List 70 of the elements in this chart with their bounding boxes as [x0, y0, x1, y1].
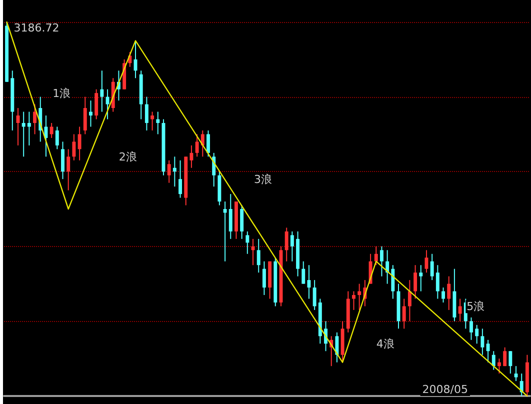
candlestick — [33, 104, 37, 135]
candlestick — [178, 160, 182, 198]
candlestick — [50, 122, 54, 138]
candlestick — [335, 332, 339, 363]
candlestick — [262, 260, 266, 296]
annotation: 2008/05 — [422, 383, 468, 396]
annotation: 5浪 — [466, 300, 485, 314]
candlestick — [475, 324, 479, 344]
candlestick — [414, 264, 418, 300]
candlestick — [212, 152, 216, 188]
candlestick — [302, 260, 306, 284]
candlestick — [195, 134, 199, 158]
candlestick — [391, 264, 395, 300]
candlestick — [27, 111, 31, 146]
candlestick — [352, 290, 356, 310]
candlestick — [150, 111, 154, 131]
candlestick — [408, 280, 412, 322]
candlestick — [200, 130, 204, 158]
candlestick — [380, 246, 384, 277]
candlestick — [190, 144, 194, 168]
annotation: 3浪 — [254, 173, 272, 186]
candlestick — [374, 246, 378, 266]
candlestick — [312, 280, 316, 310]
candlestick — [458, 298, 462, 322]
candlestick — [223, 201, 227, 262]
candlestick — [256, 238, 260, 274]
annotation: 1浪 — [52, 87, 71, 100]
candlestick — [83, 96, 87, 135]
candlestick — [503, 346, 507, 367]
candlestick — [290, 230, 294, 262]
candlestick — [55, 126, 59, 150]
candlestick — [89, 100, 92, 128]
candlestick — [307, 264, 311, 300]
candlestick — [514, 366, 518, 382]
annotation: 2浪 — [118, 150, 137, 164]
candlestick — [246, 230, 250, 254]
candlestick — [156, 111, 160, 135]
candlestick — [66, 148, 70, 191]
annotation: 4浪 — [376, 337, 394, 350]
candlestick — [78, 126, 82, 161]
candlestick — [358, 283, 362, 310]
candlestick — [100, 70, 104, 112]
candlestick — [72, 134, 76, 161]
candlestick — [486, 339, 490, 363]
candlestick — [22, 111, 26, 158]
candlestick — [419, 264, 423, 292]
candlestick — [520, 373, 524, 396]
candlestick — [442, 287, 445, 303]
candlestick — [284, 227, 288, 262]
candlestick — [144, 96, 148, 131]
candlestick — [497, 358, 501, 374]
candlestick — [228, 194, 232, 240]
candlestick — [206, 130, 210, 158]
candlestick — [447, 276, 451, 310]
candlestick — [61, 141, 64, 180]
annotation: 3186.72 — [14, 22, 60, 34]
candlestick — [94, 88, 98, 120]
candlestick — [430, 253, 434, 281]
candlestick — [240, 204, 244, 240]
candlestick — [508, 350, 512, 374]
candlestick — [44, 115, 48, 158]
candlestick — [470, 316, 473, 340]
candlestick — [492, 350, 496, 370]
candlestick — [424, 250, 428, 274]
candlestick — [172, 156, 176, 188]
candlestick — [106, 88, 110, 120]
candlestick — [436, 264, 440, 300]
candlestick — [402, 298, 406, 330]
candlestick — [480, 328, 484, 356]
candlestick — [167, 160, 171, 184]
